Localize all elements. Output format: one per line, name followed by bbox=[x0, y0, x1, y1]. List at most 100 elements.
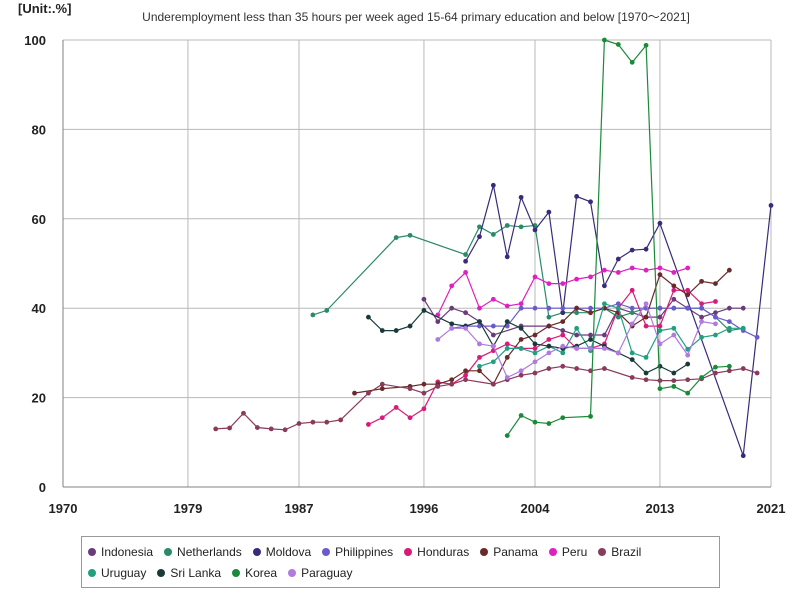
x-tick-label: 2013 bbox=[645, 501, 674, 516]
data-point-peru bbox=[518, 301, 524, 307]
data-point-netherlands bbox=[546, 314, 552, 320]
data-point-panama bbox=[685, 292, 691, 298]
legend-item-brazil: Brazil bbox=[598, 541, 641, 562]
data-point-uruguay bbox=[518, 346, 524, 351]
y-tick-label: 80 bbox=[32, 122, 46, 137]
data-point-brazil bbox=[726, 368, 732, 374]
data-point-honduras bbox=[421, 406, 427, 412]
data-point-sri-lanka bbox=[477, 319, 482, 325]
data-point-indonesia bbox=[657, 314, 663, 320]
data-point-brazil bbox=[532, 370, 538, 376]
data-point-korea bbox=[726, 363, 732, 369]
data-point-sri-lanka bbox=[366, 314, 371, 320]
data-point-korea bbox=[532, 419, 538, 425]
legend-marker-icon bbox=[404, 547, 413, 556]
data-point-honduras bbox=[713, 299, 718, 304]
series-panama bbox=[352, 267, 732, 396]
data-point-paraguay bbox=[643, 301, 649, 307]
data-point-uruguay bbox=[629, 350, 635, 356]
data-point-uruguay bbox=[602, 301, 607, 307]
data-point-sri-lanka bbox=[657, 363, 663, 369]
data-point-philippines bbox=[518, 305, 524, 311]
series-peru bbox=[435, 265, 691, 318]
legend-item-indonesia: Indonesia bbox=[88, 541, 153, 562]
y-tick-label: 100 bbox=[24, 33, 46, 48]
series-line-netherlands bbox=[312, 224, 744, 332]
data-point-indonesia bbox=[560, 328, 566, 333]
data-point-netherlands bbox=[310, 312, 316, 318]
legend-item-sri-lanka: Sri Lanka bbox=[157, 562, 221, 583]
data-point-peru bbox=[449, 283, 455, 289]
data-point-panama bbox=[518, 337, 524, 342]
data-point-paraguay bbox=[713, 321, 718, 327]
data-point-peru bbox=[602, 267, 607, 273]
data-point-brazil bbox=[574, 366, 580, 371]
legend-marker-icon bbox=[164, 547, 173, 556]
legend-item-paraguay: Paraguay bbox=[288, 562, 352, 583]
data-point-brazil bbox=[463, 377, 468, 383]
legend-marker-icon bbox=[288, 568, 297, 577]
data-point-moldova bbox=[768, 202, 774, 208]
x-tick-label: 1987 bbox=[285, 501, 314, 516]
data-point-paraguay bbox=[629, 321, 635, 327]
legend-marker-icon bbox=[548, 547, 557, 556]
data-point-uruguay bbox=[490, 359, 496, 365]
legend-marker-icon bbox=[322, 547, 331, 556]
legend-label: Korea bbox=[245, 565, 278, 580]
data-point-brazil bbox=[268, 426, 274, 432]
data-point-peru bbox=[574, 276, 580, 282]
legend-marker-icon bbox=[88, 547, 96, 556]
data-point-indonesia bbox=[574, 332, 580, 338]
data-point-brazil bbox=[546, 366, 552, 371]
data-point-moldova bbox=[629, 247, 635, 253]
data-point-peru bbox=[504, 303, 510, 309]
data-point-moldova bbox=[560, 310, 566, 316]
legend-item-netherlands: Netherlands bbox=[164, 541, 242, 562]
legend-label: Philippines bbox=[335, 544, 394, 559]
data-point-paraguay bbox=[532, 359, 538, 365]
data-point-uruguay bbox=[504, 346, 510, 351]
legend-label: Honduras bbox=[417, 544, 470, 559]
data-point-peru bbox=[629, 265, 635, 271]
data-point-brazil bbox=[254, 425, 260, 430]
data-point-brazil bbox=[379, 381, 385, 387]
series-paraguay bbox=[435, 301, 718, 380]
data-point-philippines bbox=[629, 305, 635, 311]
data-point-brazil bbox=[518, 372, 524, 378]
legend-label: Peru bbox=[561, 544, 588, 559]
data-point-brazil bbox=[602, 366, 607, 371]
series-line-korea bbox=[506, 39, 730, 436]
series-line-panama bbox=[354, 269, 730, 394]
x-tick-label: 2004 bbox=[521, 501, 551, 516]
legend-label: Brazil bbox=[611, 544, 642, 559]
data-point-philippines bbox=[588, 305, 593, 311]
series-moldova bbox=[463, 182, 774, 459]
data-point-sri-lanka bbox=[449, 321, 455, 327]
data-point-philippines bbox=[754, 334, 760, 340]
data-point-netherlands bbox=[518, 224, 524, 230]
data-point-brazil bbox=[740, 366, 746, 371]
data-point-korea bbox=[699, 375, 704, 380]
data-point-brazil bbox=[227, 425, 232, 431]
data-point-moldova bbox=[477, 234, 482, 240]
data-point-brazil bbox=[324, 419, 330, 425]
data-point-indonesia bbox=[463, 310, 468, 316]
data-point-korea bbox=[643, 42, 649, 48]
legend-label: Panama bbox=[493, 544, 538, 559]
legend-marker-icon bbox=[252, 547, 261, 556]
data-point-korea bbox=[671, 384, 677, 389]
legend-marker-icon bbox=[157, 568, 166, 577]
data-point-philippines bbox=[657, 305, 663, 311]
data-point-brazil bbox=[643, 377, 649, 383]
data-point-brazil bbox=[629, 375, 635, 380]
data-point-philippines bbox=[560, 305, 566, 311]
data-point-sri-lanka bbox=[504, 319, 510, 325]
data-point-brazil bbox=[421, 390, 427, 396]
data-point-moldova bbox=[643, 246, 649, 252]
data-point-korea bbox=[588, 413, 593, 419]
data-point-uruguay bbox=[671, 325, 677, 331]
data-point-panama bbox=[574, 305, 580, 311]
data-point-philippines bbox=[671, 305, 677, 311]
legend-label: Uruguay bbox=[101, 565, 147, 580]
